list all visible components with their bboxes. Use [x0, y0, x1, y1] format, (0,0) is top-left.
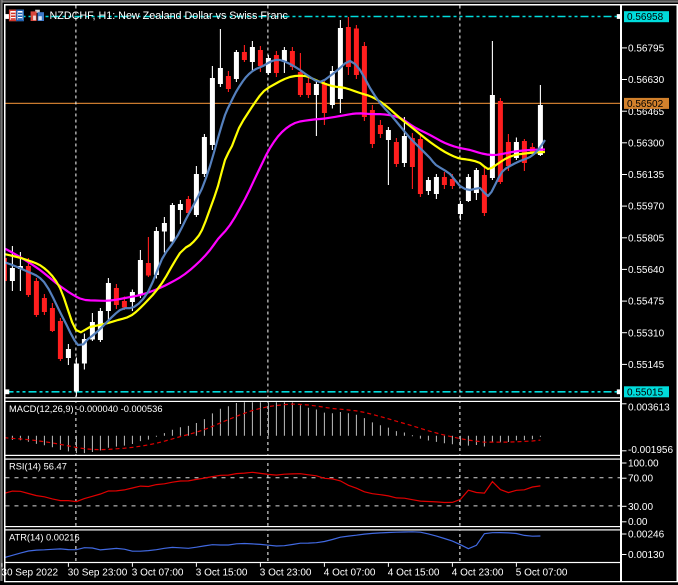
svg-text:0.55640: 0.55640 — [628, 265, 665, 276]
svg-text:5 Oct 07:00: 5 Oct 07:00 — [516, 567, 568, 578]
svg-text:4 Oct 07:00: 4 Oct 07:00 — [324, 567, 376, 578]
svg-text:0.55970: 0.55970 — [628, 202, 665, 213]
svg-text:MACD(12,26,9) -0.000040 -0.000: MACD(12,26,9) -0.000040 -0.000536 — [9, 404, 163, 414]
svg-text:70.00: 70.00 — [628, 474, 653, 485]
svg-text:0.56795: 0.56795 — [628, 44, 665, 55]
svg-text:30 Sep 2022: 30 Sep 2022 — [1, 567, 58, 578]
svg-text:4 Oct 15:00: 4 Oct 15:00 — [388, 567, 440, 578]
svg-text:100.00: 100.00 — [628, 459, 659, 470]
svg-text:-0.001956: -0.001956 — [628, 445, 673, 456]
svg-text:0.56465: 0.56465 — [628, 107, 665, 118]
svg-text:0.55145: 0.55145 — [628, 360, 665, 371]
svg-text:0.00: 0.00 — [628, 517, 648, 528]
svg-text:NZDCHF, H1: New Zealand Dollar: NZDCHF, H1: New Zealand Dollar vs Swiss … — [50, 10, 289, 22]
svg-text:3 Oct 07:00: 3 Oct 07:00 — [132, 567, 184, 578]
svg-text:0.00130: 0.00130 — [628, 550, 665, 561]
svg-text:3 Oct 23:00: 3 Oct 23:00 — [260, 567, 312, 578]
svg-text:ATR(14) 0.00216: ATR(14) 0.00216 — [9, 532, 80, 542]
svg-text:0.56135: 0.56135 — [628, 170, 665, 181]
svg-text:3 Oct 15:00: 3 Oct 15:00 — [196, 567, 248, 578]
svg-text:RSI(14) 56.47: RSI(14) 56.47 — [9, 461, 67, 471]
svg-text:30 Sep 23:00: 30 Sep 23:00 — [68, 567, 128, 578]
svg-text:0.55805: 0.55805 — [628, 233, 665, 244]
svg-text:0.56958: 0.56958 — [627, 12, 664, 23]
svg-text:0.55475: 0.55475 — [628, 297, 665, 308]
svg-text:0.003613: 0.003613 — [628, 402, 670, 413]
svg-text:0.55310: 0.55310 — [628, 328, 665, 339]
svg-text:30.00: 30.00 — [628, 502, 653, 513]
svg-text:0.55015: 0.55015 — [627, 387, 664, 398]
svg-text:0.56300: 0.56300 — [628, 138, 665, 149]
svg-text:4 Oct 23:00: 4 Oct 23:00 — [452, 567, 504, 578]
svg-text:0.00246: 0.00246 — [628, 530, 665, 541]
svg-text:0.56630: 0.56630 — [628, 75, 665, 86]
svg-text:0.56502: 0.56502 — [627, 99, 664, 110]
